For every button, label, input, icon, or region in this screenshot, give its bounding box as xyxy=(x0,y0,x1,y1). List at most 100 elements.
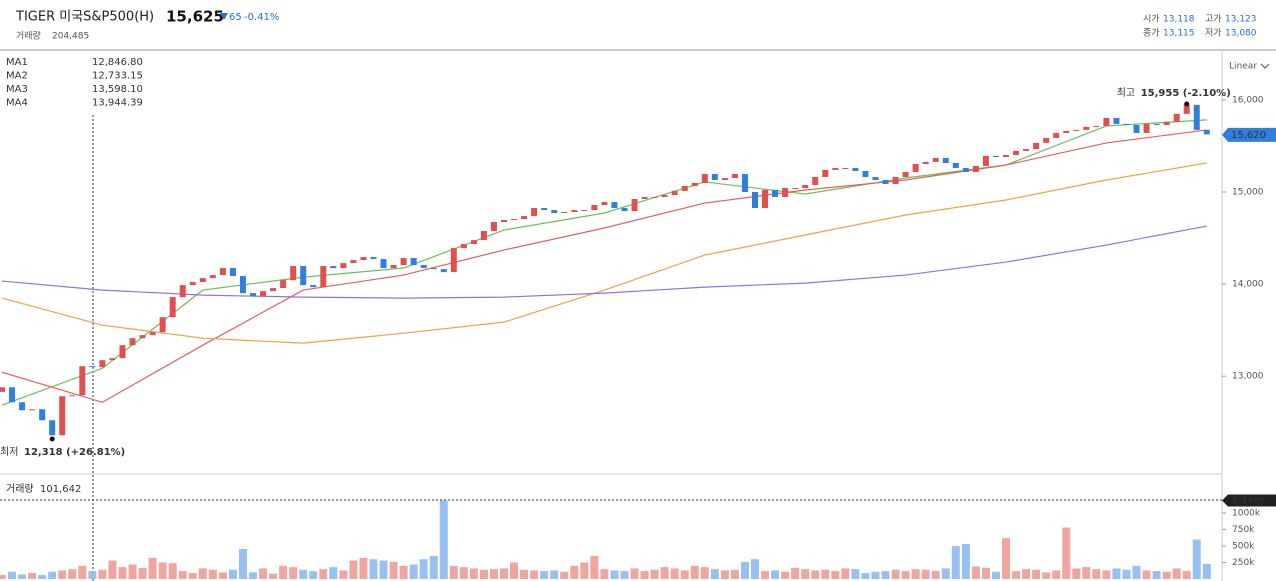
volume-bar xyxy=(28,573,37,579)
volume-bar xyxy=(238,549,247,579)
candle-body xyxy=(139,335,146,339)
volume-bar xyxy=(8,571,17,579)
volume-bar xyxy=(821,569,830,579)
candle-body xyxy=(1073,129,1080,131)
candle-body xyxy=(812,176,819,185)
volume-bar xyxy=(1152,571,1161,579)
volume-bar xyxy=(600,569,609,579)
candle-body xyxy=(9,387,16,403)
volume-title: 거래량 xyxy=(16,30,41,42)
candle-body xyxy=(1113,117,1120,124)
volume-bar xyxy=(530,570,539,579)
candle-body xyxy=(531,208,538,217)
volume-bar xyxy=(931,571,940,579)
y-tick-label: 16,000 xyxy=(1232,95,1264,105)
volume-bar xyxy=(218,572,227,579)
volume-bar xyxy=(1162,571,1171,579)
volume-bar xyxy=(188,573,197,579)
candle-body xyxy=(511,218,518,220)
volume-tick-label: 750k xyxy=(1232,525,1255,535)
dropdown-icon[interactable] xyxy=(1260,63,1270,69)
candle-body xyxy=(982,155,989,166)
candle-body xyxy=(631,199,638,212)
volume-bar xyxy=(329,567,338,579)
candle-body xyxy=(119,345,126,359)
candle-body xyxy=(561,211,568,213)
candle-body xyxy=(229,268,236,277)
volume-bar xyxy=(771,570,780,579)
volume-bar xyxy=(479,569,488,579)
candle-body xyxy=(0,387,5,392)
volume-bar xyxy=(459,567,468,579)
volume-bar xyxy=(1092,569,1101,579)
candle-body xyxy=(1083,126,1090,130)
candle-body xyxy=(1033,142,1040,149)
candle-body xyxy=(1103,117,1110,126)
volume-bar xyxy=(489,569,498,579)
volume-bar xyxy=(419,559,428,579)
candle-body xyxy=(1023,148,1030,151)
volume-bar xyxy=(128,564,137,579)
volume-bar xyxy=(1082,567,1091,579)
candle-body xyxy=(49,420,56,436)
candle-body xyxy=(1123,123,1130,125)
summary-label: 종가 xyxy=(1143,28,1160,39)
candle-body xyxy=(942,157,949,163)
volume-bar xyxy=(58,570,67,579)
candle-body xyxy=(731,173,738,178)
volume-bar xyxy=(469,568,478,579)
candle-body xyxy=(260,291,267,297)
volume-bar xyxy=(198,568,207,579)
ma-line xyxy=(1,119,1207,406)
candle-body xyxy=(802,185,809,189)
volume-bar xyxy=(1112,568,1121,579)
volume-bar xyxy=(1122,569,1131,579)
volume-bar xyxy=(1012,571,1021,579)
candle-body xyxy=(250,293,256,297)
down-arrow xyxy=(220,13,228,20)
legend-value: 13,598.10 xyxy=(92,84,143,95)
candle-body xyxy=(832,167,839,170)
candle-body xyxy=(300,266,307,286)
volume-bar xyxy=(1102,570,1111,579)
candle-body xyxy=(952,162,959,168)
candle-body xyxy=(651,196,658,198)
candle-body xyxy=(992,155,999,157)
volume-bar xyxy=(891,569,900,579)
volume-bar xyxy=(971,566,980,579)
volume-bar xyxy=(961,544,970,579)
candle-body xyxy=(641,196,648,199)
volume-bar xyxy=(138,567,147,579)
volume-bar xyxy=(580,562,589,579)
volume-bar xyxy=(0,575,6,579)
candle-body xyxy=(149,332,156,336)
volume-bar xyxy=(168,563,177,579)
scale-mode[interactable]: Linear xyxy=(1229,62,1257,72)
candle-body xyxy=(611,202,618,209)
volume-bar xyxy=(389,561,398,579)
volume-bar xyxy=(1172,568,1181,579)
candle-body xyxy=(1173,113,1180,122)
ma-line xyxy=(1,162,1207,344)
y-tick-label: 14,000 xyxy=(1232,280,1264,290)
candle-body xyxy=(601,202,608,205)
volume-bar xyxy=(901,571,910,579)
chart-title: TIGER 미국S&P500(H) xyxy=(15,10,154,25)
legend-value: 12,733.15 xyxy=(92,71,143,82)
volume-bar xyxy=(851,569,860,579)
volume-bar xyxy=(178,571,187,579)
volume-bar xyxy=(249,572,257,579)
summary-value: 13,115 xyxy=(1163,29,1195,39)
candle-body xyxy=(892,176,899,184)
volume-bar xyxy=(1032,569,1041,579)
candle-body xyxy=(912,164,919,173)
volume-bar xyxy=(228,569,237,579)
candle-body xyxy=(179,285,186,298)
volume-bar xyxy=(379,560,388,579)
candle-body xyxy=(1133,124,1140,133)
volume-bar xyxy=(1182,571,1191,579)
candle-body xyxy=(290,266,297,281)
candle-body xyxy=(1193,104,1200,130)
candle-body xyxy=(1163,121,1170,125)
